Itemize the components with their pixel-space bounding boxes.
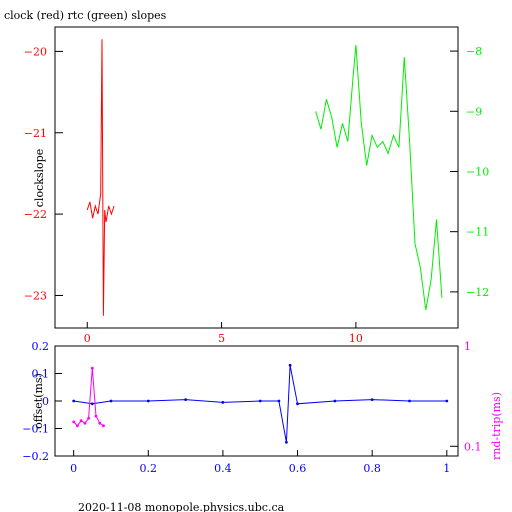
- bottom-x-tick-label-4: 0.8: [363, 462, 381, 475]
- series-line-rtc: [315, 45, 443, 310]
- top-x-tick-label-0: 0: [84, 332, 91, 345]
- bottom-plot-ticks: 0 0.2 0.4 0.6 0.8 1 0.2 0.1 0 −0.1 −0.2 1 0.1: [22, 340, 481, 475]
- top-y-left-tick-label--23: −23: [24, 289, 47, 302]
- top-y-right-tick-label--10: −10: [466, 165, 489, 178]
- bottom-y-left-tick-label-2: 0: [42, 395, 49, 408]
- data-point-offset-0: [72, 399, 76, 403]
- data-point-offset-14: [445, 399, 449, 403]
- data-point-rndtrip-3: [83, 421, 87, 425]
- top-y-axis-label: clockslope: [33, 149, 46, 207]
- data-point-offset-7: [277, 399, 281, 403]
- top-x-tick-label-5: 5: [218, 332, 225, 345]
- data-point-offset-8: [285, 440, 288, 444]
- chart-title: clock (red) rtc (green) slopes: [4, 9, 167, 22]
- data-point-rndtrip-7: [98, 421, 102, 425]
- data-point-rndtrip-1: [76, 424, 79, 428]
- top-y-right-tick-label--11: −11: [466, 226, 489, 239]
- top-y-right-tick-label--12: −12: [466, 286, 489, 299]
- data-point-offset-1: [90, 402, 94, 406]
- bottom-y-left-tick-label-1: 0.1: [32, 368, 50, 381]
- top-y-left-tick-label--22: −22: [24, 208, 47, 221]
- top-y-left-tick-label--21: −21: [24, 127, 47, 140]
- data-point-offset-5: [221, 401, 225, 404]
- series-line-offset: [73, 365, 447, 443]
- top-y-right-tick-label--9: −9: [466, 105, 482, 118]
- bottom-x-tick-label-2: 0.4: [214, 462, 232, 475]
- bottom-y-axis-right-label: rnd-trip(ms): [490, 392, 503, 460]
- data-point-offset-3: [146, 399, 150, 403]
- data-point-rndtrip-8: [102, 424, 105, 428]
- data-point-rndtrip-5: [90, 366, 94, 370]
- data-point-offset-4: [184, 398, 188, 401]
- top-y-right-tick-label--8: −8: [466, 45, 482, 58]
- data-point-rndtrip-6: [94, 414, 98, 418]
- data-point-offset-12: [370, 398, 374, 401]
- top-plot-ticks: 0 5 10 −20 −21 −22 −23 −8 −9 −10 −11 −12: [24, 45, 489, 345]
- data-point-offset-9: [288, 363, 292, 367]
- bottom-y-right-tick-label-1: 0.1: [464, 440, 482, 453]
- data-point-offset-11: [333, 399, 337, 403]
- bottom-y-left-tick-label-4: −0.2: [22, 450, 49, 463]
- data-point-offset-10: [296, 402, 299, 406]
- bottom-x-tick-label-0: 0: [70, 462, 77, 475]
- bottom-y-left-tick-label-3: −0.1: [22, 423, 49, 436]
- top-y-left-tick-label--20: −20: [24, 45, 47, 58]
- bottom-x-tick-label-1: 0.2: [140, 462, 158, 475]
- data-point-offset-6: [258, 399, 262, 403]
- data-point-rndtrip-2: [79, 419, 83, 423]
- bottom-x-tick-label-3: 0.6: [289, 462, 307, 475]
- top-x-tick-label-10: 10: [349, 332, 363, 345]
- series-line-clock: [86, 39, 115, 316]
- bottom-y-left-tick-label-0: 0.2: [32, 340, 50, 353]
- bottom-x-tick-label-5: 1: [443, 462, 450, 475]
- bottom-y-right-tick-label-0: 1: [464, 340, 471, 353]
- data-point-rndtrip-0: [72, 420, 76, 424]
- data-point-rndtrip-4: [87, 416, 90, 420]
- footer-caption: 2020-11-08 monopole.physics.ubc.ca: [78, 501, 285, 512]
- bottom-y-axis-left-label: offset(ms): [32, 373, 45, 429]
- top-plot-series: [86, 39, 443, 316]
- top-plot-frame: [54, 26, 459, 329]
- data-point-offset-2: [109, 399, 113, 403]
- bottom-plot-series: [72, 363, 449, 444]
- data-point-offset-13: [408, 399, 411, 403]
